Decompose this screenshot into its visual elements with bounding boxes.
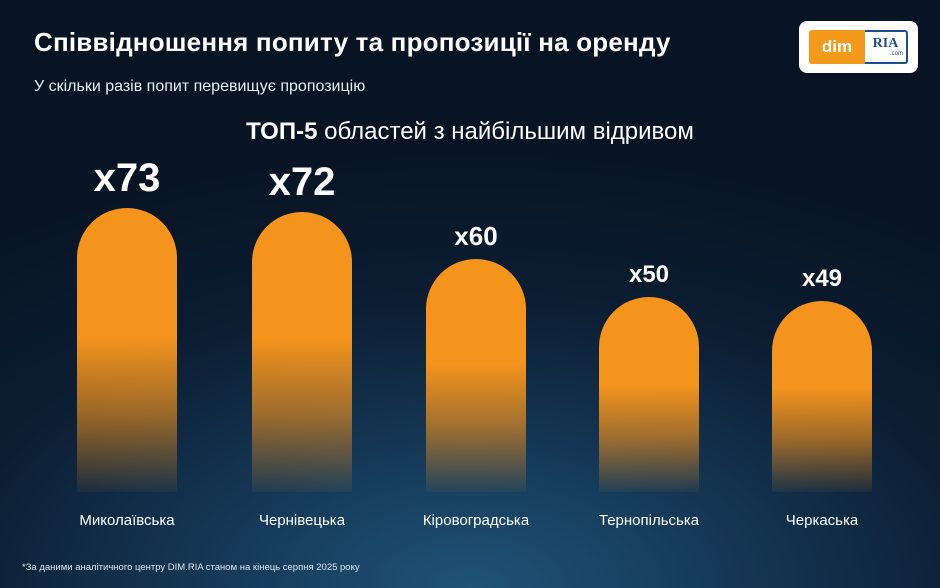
value-label-5: x49 — [801, 265, 843, 293]
category-label-5: Черкаська — [785, 512, 859, 529]
dimria-logo[interactable]: dim RIA .com — [799, 21, 918, 73]
logo-ria-word: RIA — [872, 36, 899, 51]
logo-dim-text: dim — [809, 30, 865, 64]
bar-2 — [252, 211, 352, 492]
value-label-3: x60 — [454, 220, 498, 251]
category-label-2: Чернівецька — [258, 512, 346, 529]
bar-5 — [772, 301, 872, 492]
logo-com-text: .com — [889, 51, 903, 57]
top5-heading-rest: областей з найбільшим відривом — [317, 118, 694, 145]
bar-3 — [426, 258, 526, 492]
category-label-1: Миколаївська — [79, 512, 175, 529]
bar-4 — [599, 297, 699, 492]
chart-title: Співвідношення попиту та пропозиції на о… — [34, 27, 671, 57]
value-label-2: x72 — [268, 159, 336, 204]
value-label-4: x50 — [628, 261, 670, 289]
category-label-4: Тернопільська — [598, 512, 700, 529]
top5-heading-bold: ТОП-5 — [246, 118, 318, 145]
bar-1 — [77, 208, 177, 492]
value-label-1: x73 — [93, 156, 161, 200]
chart-subtitle: У скільки разів попит перевищує пропозиц… — [34, 78, 366, 95]
logo-ria-text: RIA .com — [865, 30, 908, 64]
category-label-3: Кіровоградська — [422, 512, 530, 529]
top5-heading: ТОП-5 областей з найбільшим відривом — [0, 118, 940, 146]
source-footnote: *За даними аналітичного центру DIM.RIA с… — [22, 562, 360, 573]
